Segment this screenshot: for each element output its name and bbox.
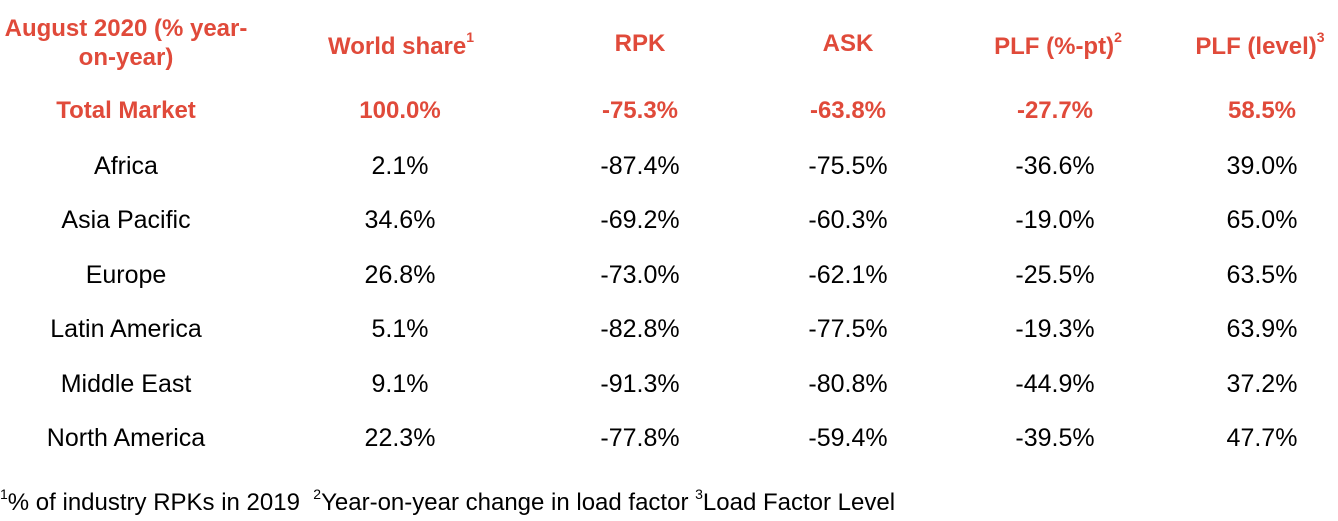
- cell-world-share: 5.1%: [371, 314, 429, 343]
- cell-region: Asia Pacific: [61, 205, 191, 234]
- footnotes: 1% of industry RPKs in 2019 2Year-on-yea…: [0, 478, 1338, 516]
- header-period: August 2020 (% year-on-year): [0, 0, 252, 86]
- header-plf-level: PLF (level)3: [1160, 0, 1338, 86]
- cell-rpk: -91.3%: [600, 369, 680, 398]
- table-row-total-market: Total Market 100.0% -75.3% -63.8% -27.7%…: [0, 84, 1338, 138]
- footnote-marker: 2: [313, 486, 322, 502]
- cell-ask: -59.4%: [808, 423, 888, 452]
- cell-plf-pt: -36.6%: [1015, 151, 1095, 180]
- table-row-europe: Europe 26.8% -73.0% -62.1% -25.5% 63.5%: [0, 248, 1338, 302]
- cell-plf-pt: -39.5%: [1015, 423, 1095, 452]
- header-rpk-label: RPK: [614, 29, 666, 57]
- footnote-marker: 3: [695, 486, 703, 502]
- footnote-text: Year-on-year change in load factor: [321, 489, 689, 516]
- table-row-latin-america: Latin America 5.1% -82.8% -77.5% -19.3% …: [0, 302, 1338, 356]
- cell-world-share: 100.0%: [359, 97, 441, 124]
- cell-region: North America: [46, 423, 206, 452]
- cell-world-share: 9.1%: [371, 369, 429, 398]
- cell-plf-pt: -19.0%: [1015, 205, 1095, 234]
- table-row-asia-pacific: Asia Pacific 34.6% -69.2% -60.3% -19.0% …: [0, 193, 1338, 247]
- table-row-north-america: North America 22.3% -77.8% -59.4% -39.5%…: [0, 411, 1338, 465]
- cell-region: Total Market: [56, 97, 196, 124]
- cell-plf-pt: -25.5%: [1015, 260, 1095, 289]
- cell-rpk: -77.8%: [600, 423, 680, 452]
- header-world-share-footnote-marker: 1: [466, 28, 475, 45]
- header-ask: ASK: [748, 0, 948, 86]
- cell-rpk: -69.2%: [600, 205, 680, 234]
- cell-ask: -62.1%: [808, 260, 888, 289]
- cell-rpk: -82.8%: [600, 314, 680, 343]
- cell-world-share: 2.1%: [371, 151, 429, 180]
- cell-rpk: -73.0%: [600, 260, 680, 289]
- cell-world-share: 22.3%: [364, 423, 436, 452]
- cell-region: Latin America: [50, 314, 202, 343]
- cell-ask: -60.3%: [808, 205, 888, 234]
- header-plf-level-footnote-marker: 3: [1316, 28, 1325, 45]
- cell-plf-pt: -19.3%: [1015, 314, 1095, 343]
- header-plf-level-label: PLF (level): [1195, 32, 1317, 60]
- cell-plf-level: 63.5%: [1226, 260, 1298, 289]
- header-world-share: World share1: [296, 0, 506, 86]
- cell-plf-level: 37.2%: [1226, 369, 1298, 398]
- cell-plf-level: 58.5%: [1227, 97, 1297, 124]
- cell-ask: -75.5%: [808, 151, 888, 180]
- cell-region: Europe: [85, 260, 167, 289]
- cell-region: Africa: [94, 151, 158, 180]
- table-header: August 2020 (% year-on-year) World share…: [0, 0, 1338, 86]
- table-row-middle-east: Middle East 9.1% -91.3% -80.8% -44.9% 37…: [0, 357, 1338, 411]
- cell-plf-level: 39.0%: [1226, 151, 1298, 180]
- header-ask-label: ASK: [822, 29, 874, 57]
- header-rpk: RPK: [540, 0, 740, 86]
- cell-ask: -77.5%: [808, 314, 888, 343]
- table-row-africa: Africa 2.1% -87.4% -75.5% -36.6% 39.0%: [0, 139, 1338, 193]
- footnote-text: % of industry RPKs in 2019: [7, 489, 300, 516]
- cell-region: Middle East: [60, 369, 192, 398]
- cell-plf-level: 63.9%: [1226, 314, 1298, 343]
- cell-ask: -63.8%: [809, 97, 887, 124]
- header-period-label: August 2020 (% year-on-year): [4, 15, 248, 71]
- cell-ask: -80.8%: [808, 369, 888, 398]
- cell-world-share: 34.6%: [364, 205, 436, 234]
- cell-plf-pt: -27.7%: [1016, 97, 1094, 124]
- cell-rpk: -87.4%: [600, 151, 680, 180]
- footnote-text: Load Factor Level: [702, 489, 896, 516]
- cell-world-share: 26.8%: [364, 260, 436, 289]
- header-plf-pt-footnote-marker: 2: [1114, 28, 1122, 45]
- header-plf-pt-label: PLF (%-pt): [994, 32, 1115, 60]
- cell-plf-level: 65.0%: [1226, 205, 1298, 234]
- header-world-share-label: World share: [327, 32, 467, 60]
- cell-rpk: -75.3%: [601, 97, 679, 124]
- footnote-marker: 1: [0, 486, 8, 502]
- cell-plf-pt: -44.9%: [1015, 369, 1095, 398]
- cell-plf-level: 47.7%: [1226, 423, 1298, 452]
- header-plf-pt: PLF (%-pt)2: [948, 0, 1168, 86]
